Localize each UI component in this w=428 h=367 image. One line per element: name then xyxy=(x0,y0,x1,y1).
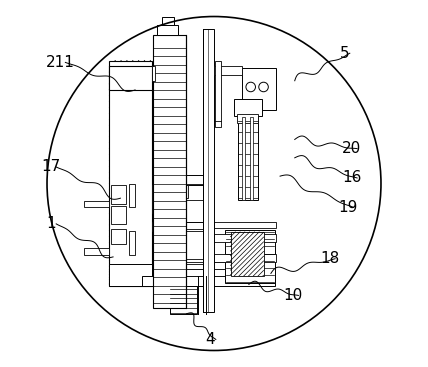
Bar xyxy=(214,222,276,228)
Bar xyxy=(238,117,258,200)
Bar xyxy=(234,99,262,116)
Bar xyxy=(111,229,126,244)
Bar xyxy=(84,248,110,255)
Bar xyxy=(152,66,155,81)
Bar xyxy=(203,29,214,312)
Bar xyxy=(241,68,276,110)
Text: 211: 211 xyxy=(45,55,74,70)
Bar xyxy=(157,25,178,35)
Bar xyxy=(225,230,274,283)
Text: 16: 16 xyxy=(342,171,361,185)
Bar xyxy=(154,35,186,308)
Bar xyxy=(214,254,276,262)
Bar xyxy=(129,231,135,255)
Text: 10: 10 xyxy=(283,288,303,303)
Bar xyxy=(231,232,264,276)
Bar xyxy=(129,184,135,207)
Bar xyxy=(162,17,174,25)
Text: 1: 1 xyxy=(46,217,56,231)
Bar xyxy=(215,61,221,121)
Bar xyxy=(110,61,152,286)
Bar xyxy=(154,269,271,276)
Text: 4: 4 xyxy=(205,332,215,347)
Text: 17: 17 xyxy=(41,160,60,174)
Bar xyxy=(143,276,274,286)
Bar xyxy=(214,66,241,75)
Text: 5: 5 xyxy=(339,46,349,61)
Bar xyxy=(152,222,203,231)
Bar xyxy=(214,234,276,242)
Bar xyxy=(110,66,152,90)
Bar xyxy=(111,206,126,224)
Bar xyxy=(237,114,259,123)
Bar xyxy=(242,117,245,200)
Text: 20: 20 xyxy=(342,141,361,156)
Bar xyxy=(250,117,253,200)
Bar xyxy=(152,175,203,185)
Text: 18: 18 xyxy=(320,251,339,266)
Bar xyxy=(110,264,152,286)
Bar xyxy=(84,201,110,207)
Bar xyxy=(152,185,188,198)
Text: 19: 19 xyxy=(338,200,358,215)
Bar xyxy=(163,262,254,269)
Bar xyxy=(152,198,172,213)
Bar xyxy=(111,185,126,204)
Bar xyxy=(170,286,197,314)
